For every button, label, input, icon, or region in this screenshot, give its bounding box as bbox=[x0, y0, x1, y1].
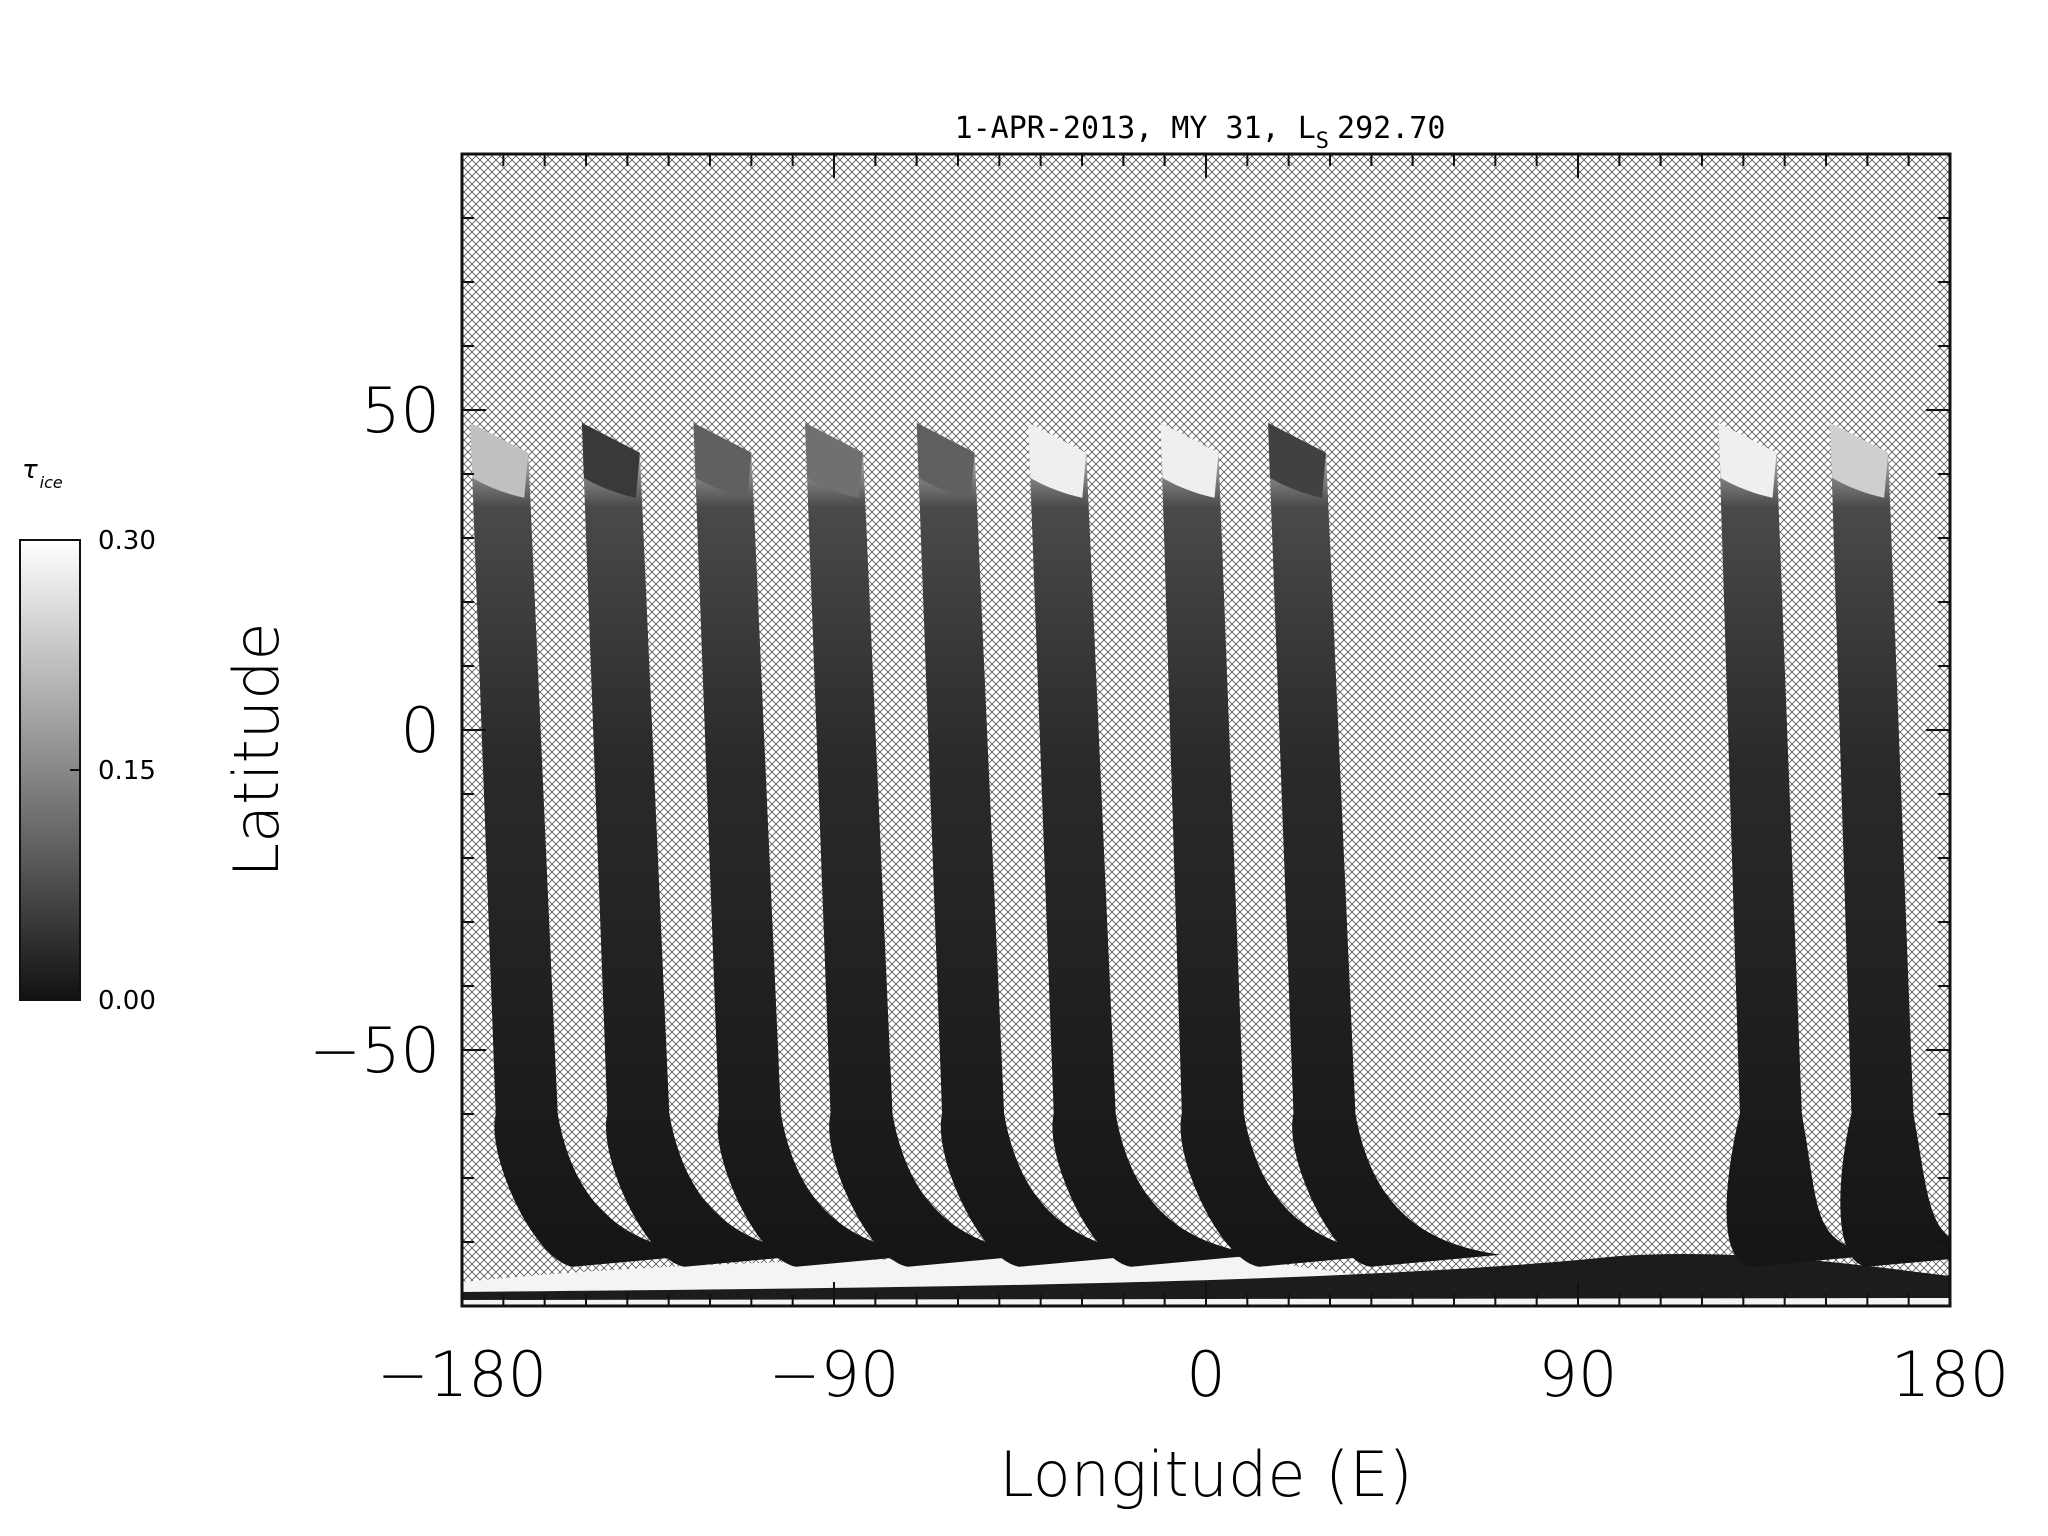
colorbar-ticks: 0.00 0.15 0.30 bbox=[70, 526, 156, 1016]
swath-1-north-cap bbox=[470, 422, 529, 498]
swath-3 bbox=[693, 422, 927, 1267]
chart-title: 1-APR-2013, MY 31, LS 292.70 bbox=[955, 111, 1446, 154]
y-tick-label: −50 bbox=[309, 1014, 440, 1087]
x-tick-label: 90 bbox=[1539, 1338, 1618, 1411]
swath-7 bbox=[1160, 422, 1390, 1267]
x-tick-label: −180 bbox=[377, 1338, 547, 1411]
x-tick-label: −90 bbox=[769, 1338, 900, 1411]
swath-10-north-cap bbox=[1830, 422, 1889, 498]
colorbar-tick-label: 0.00 bbox=[98, 986, 156, 1016]
swath-5-north-cap bbox=[916, 422, 975, 498]
swath-4-north-cap bbox=[805, 422, 864, 498]
colorbar-tick-label: 0.30 bbox=[98, 526, 156, 556]
swath-6 bbox=[1028, 422, 1261, 1267]
x-tick-label: 0 bbox=[1186, 1338, 1225, 1411]
colorbar-tick-label: 0.15 bbox=[98, 756, 156, 786]
data-layer bbox=[462, 422, 1950, 1306]
x-axis-label: Longitude (E) bbox=[999, 1438, 1412, 1511]
swath-6-north-cap bbox=[1028, 422, 1087, 498]
swath-10 bbox=[1830, 422, 1950, 1267]
y-axis-label: Latitude bbox=[220, 622, 293, 877]
swath-9 bbox=[1718, 422, 1881, 1267]
plot-area bbox=[460, 152, 1952, 1308]
swath-3-north-cap bbox=[693, 422, 752, 498]
swath-8 bbox=[1268, 422, 1501, 1267]
swath-2-north-cap bbox=[581, 422, 640, 498]
swath-1 bbox=[470, 422, 703, 1267]
swath-2 bbox=[581, 422, 815, 1267]
y-tick-label: 0 bbox=[401, 694, 440, 767]
colorbar-label: τ ice bbox=[22, 455, 63, 492]
swath-8-north-cap bbox=[1268, 422, 1326, 498]
swath-7-north-cap bbox=[1160, 422, 1219, 498]
ticks-layer bbox=[461, 153, 1951, 1307]
swath-9-north-cap bbox=[1718, 422, 1777, 498]
swath-4 bbox=[805, 422, 1038, 1267]
y-tick-label: 50 bbox=[361, 374, 440, 447]
swath-5 bbox=[916, 422, 1150, 1267]
x-tick-label: 180 bbox=[1891, 1338, 2009, 1411]
colorbar: τ ice 0.00 0.15 0.30 bbox=[19, 455, 156, 1016]
